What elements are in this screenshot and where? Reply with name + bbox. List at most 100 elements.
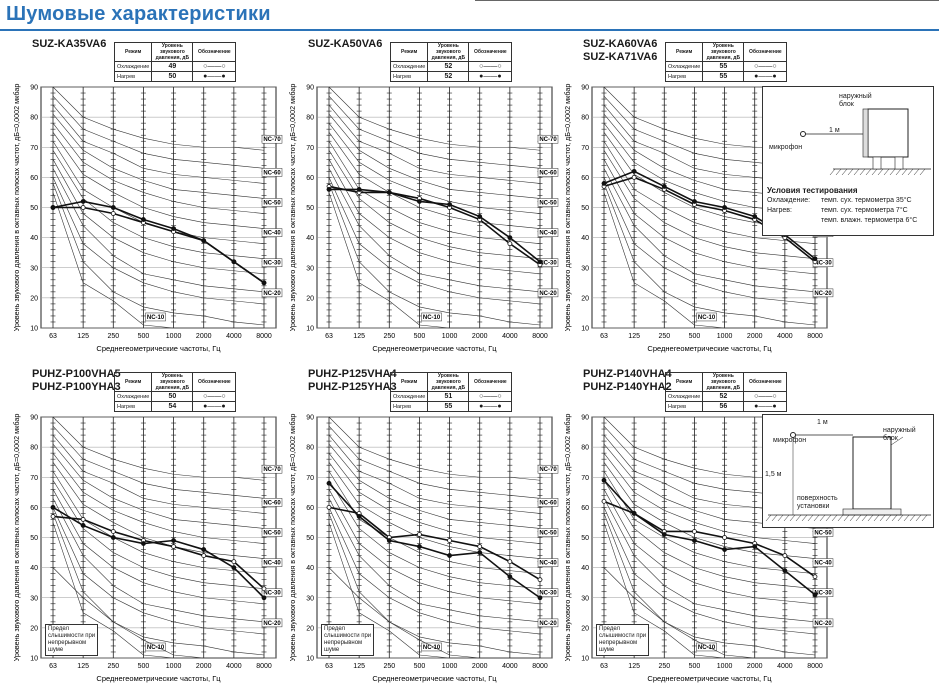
- y-tick-label: 20: [30, 295, 38, 302]
- x-tick-label: 63: [325, 663, 333, 670]
- x-tick-label: 63: [49, 333, 57, 340]
- y-tick-label: 10: [30, 656, 38, 663]
- model-name: SUZ-KA60VA6 SUZ-KA71VA6: [583, 38, 658, 63]
- x-tick-label: 1000: [442, 663, 458, 670]
- nc-curve: [52, 113, 265, 199]
- heating-point: [231, 259, 237, 265]
- y-tick-label: 70: [306, 145, 314, 152]
- nc-curve: [603, 177, 816, 305]
- nc-curve: [52, 498, 265, 623]
- heating-condition-label: Нагрев:: [767, 207, 792, 214]
- y-tick-label: 60: [306, 505, 314, 512]
- nc-curve: [328, 471, 541, 574]
- x-tick-label: 250: [383, 333, 395, 340]
- nc-curve: [52, 86, 265, 151]
- y-tick-label: 40: [306, 565, 314, 572]
- cooling-point: [110, 211, 116, 216]
- y-tick-label: 20: [306, 625, 314, 632]
- svg-text:NC-70: NC-70: [539, 467, 557, 473]
- x-tick-label: 8000: [532, 333, 548, 340]
- nc-chart: 10 20 30 40 50 60 70 80 90 63 125 250 500 1000 2000 400…: [12, 414, 283, 683]
- x-tick-label: 4000: [226, 333, 242, 340]
- nc-curve: [328, 434, 541, 514]
- test-setup-diagram: [800, 108, 931, 176]
- x-tick-label: 1000: [442, 333, 458, 340]
- y-axis-label: Уровень звукового давления в октавных по…: [288, 84, 297, 332]
- nc-curve: [52, 104, 265, 184]
- x-tick-label: 63: [600, 663, 608, 670]
- nc-chart: 10 20 30 40 50 60 70 80 90 63 125 250 500 1000 2000 400…: [288, 414, 559, 683]
- heating-point: [110, 205, 116, 210]
- x-tick-label: 8000: [256, 663, 272, 670]
- svg-text:NC-10: NC-10: [147, 315, 165, 321]
- mode-legend-table: Режим Уровень звукового давления, дБ Обозн…: [389, 372, 513, 412]
- cooling-point: [507, 559, 513, 565]
- mode-header: Режим: [389, 372, 429, 392]
- outdoor-unit-shape: [852, 436, 892, 510]
- nc-curve: [328, 507, 541, 635]
- nc-curve: [52, 489, 265, 605]
- svg-text:NC-30: NC-30: [263, 261, 281, 267]
- svg-text:NC-70: NC-70: [263, 137, 281, 143]
- heating-point: [601, 477, 607, 483]
- cooling-point: [110, 529, 116, 534]
- cooling-point: [80, 205, 86, 210]
- heating-symbol: ●——●: [743, 71, 788, 82]
- nc-curve: [603, 150, 816, 260]
- mode-legend-table: Режим Уровень звукового давления, дБ Обозн…: [113, 372, 237, 412]
- y-tick-label: 50: [30, 205, 38, 212]
- y-tick-label: 20: [30, 625, 38, 632]
- nc-curve: [603, 141, 816, 244]
- heating-point: [80, 523, 86, 528]
- nc-curve: [603, 452, 816, 544]
- heating-point: [356, 187, 362, 192]
- nc-curve: [328, 168, 541, 293]
- nc-curve: [328, 132, 541, 229]
- svg-text:NC-10: NC-10: [698, 315, 716, 321]
- heating-label: Нагрев: [664, 71, 704, 82]
- conditions-title: Условия тестирования: [767, 186, 858, 195]
- y-tick-label: 80: [581, 115, 589, 122]
- nc-curve: [52, 192, 264, 329]
- nc-curve: [328, 480, 541, 590]
- model-name: PUHZ-P125VHA4 PUHZ-P125YHA3: [308, 368, 397, 393]
- heating-label: Нагрев: [113, 401, 153, 412]
- x-tick-label: 4000: [502, 663, 518, 670]
- microphone-icon: [800, 131, 806, 137]
- x-tick-label: 63: [600, 333, 608, 340]
- heating-point: [692, 199, 697, 204]
- cooling-point: [631, 174, 637, 180]
- x-tick-label: 4000: [777, 333, 793, 340]
- y-tick-label: 90: [30, 415, 38, 422]
- cooling-point: [80, 517, 86, 522]
- svg-text:NC-50: NC-50: [539, 530, 557, 536]
- threshold-curve: [328, 567, 540, 659]
- y-tick-label: 90: [581, 85, 589, 92]
- heating-symbol: ●——●: [192, 71, 237, 82]
- x-tick-label: 500: [689, 333, 701, 340]
- nc-label: NC-50: [537, 528, 559, 537]
- y-tick-label: 80: [306, 445, 314, 452]
- x-tick-label: 2000: [196, 663, 212, 670]
- nc-label: NC-60: [537, 498, 559, 507]
- nc-label: NC-20: [537, 618, 559, 628]
- heating-point: [722, 205, 727, 210]
- nc-label: NC-20: [812, 288, 834, 298]
- nc-label: NC-20: [812, 618, 834, 628]
- x-tick-label: 1000: [717, 333, 733, 340]
- x-tick-label: 8000: [256, 333, 272, 340]
- chart-panel-2: SUZ-KA50VA6 Режим Уровень звукового давлен…: [280, 38, 580, 358]
- nc-label: NC-50: [261, 528, 283, 537]
- nc-curve: [328, 150, 541, 260]
- x-tick-label: 250: [107, 663, 119, 670]
- y-tick-label: 30: [581, 265, 589, 272]
- y-tick-label: 10: [306, 656, 314, 663]
- x-tick-label: 2000: [747, 333, 763, 340]
- x-tick-label: 1000: [166, 333, 182, 340]
- nc-label: NC-40: [261, 558, 283, 567]
- nc-curve: [328, 498, 541, 623]
- nc-curve: [52, 443, 265, 529]
- heating-label: Нагрев: [389, 71, 429, 82]
- cooling-point: [326, 504, 332, 510]
- heating-point: [171, 538, 176, 543]
